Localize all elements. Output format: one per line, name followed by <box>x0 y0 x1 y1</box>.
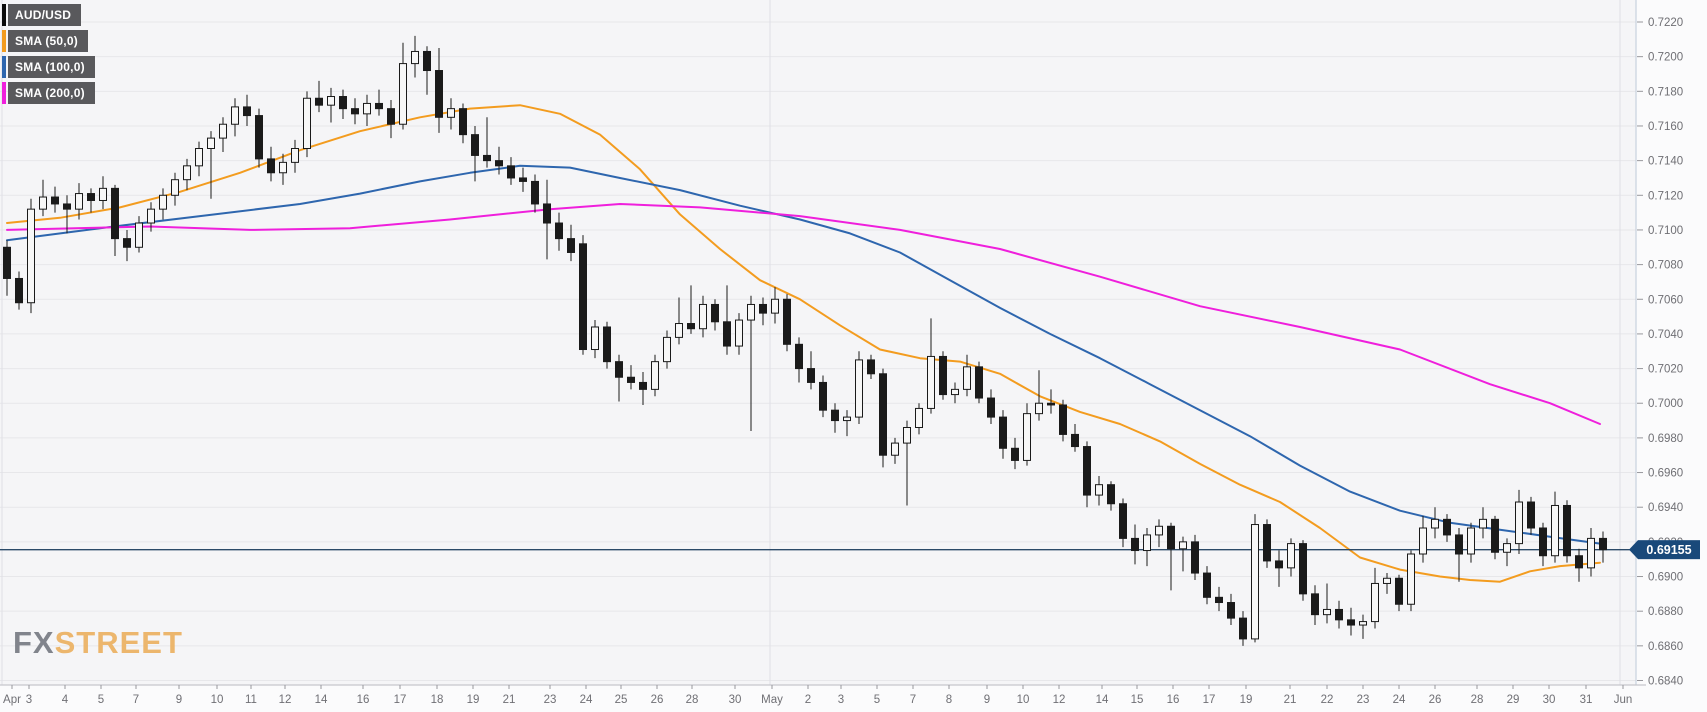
svg-text:26: 26 <box>1429 694 1442 706</box>
svg-text:17: 17 <box>1203 694 1216 706</box>
sma50-line <box>6 104 1601 583</box>
watermark-fx-text: FX <box>13 625 55 660</box>
svg-text:0.69155: 0.69155 <box>1646 543 1691 557</box>
svg-text:3: 3 <box>838 694 844 706</box>
sma50-label: SMA (50,0) <box>8 30 88 52</box>
svg-text:5: 5 <box>98 694 104 706</box>
svg-text:14: 14 <box>1096 694 1109 706</box>
svg-text:0.7080: 0.7080 <box>1648 260 1683 272</box>
svg-text:30: 30 <box>1543 694 1556 706</box>
svg-text:12: 12 <box>1053 694 1066 706</box>
svg-text:26: 26 <box>651 694 664 706</box>
svg-text:0.7020: 0.7020 <box>1648 364 1683 376</box>
sma200-color-bar <box>2 82 6 104</box>
svg-text:16: 16 <box>357 694 370 706</box>
svg-text:22: 22 <box>1321 694 1334 706</box>
sma100-color-bar <box>2 56 6 78</box>
svg-text:11: 11 <box>245 694 257 706</box>
y-axis-labels: 0.7220 0.7200 0.7180 0.7160 0.7140 0.7120 0.71… <box>1637 17 1683 688</box>
svg-text:7: 7 <box>910 694 916 706</box>
svg-text:0.7220: 0.7220 <box>1648 17 1683 29</box>
candles-layer <box>3 35 1607 646</box>
svg-text:4: 4 <box>62 694 69 706</box>
svg-text:16: 16 <box>1167 694 1180 706</box>
svg-text:23: 23 <box>1357 694 1370 706</box>
svg-text:9: 9 <box>176 694 182 706</box>
svg-text:0.6860: 0.6860 <box>1648 641 1683 653</box>
fxstreet-watermark-logo: FXSTREET <box>13 627 183 658</box>
svg-text:30: 30 <box>729 694 742 706</box>
svg-text:15: 15 <box>1131 694 1144 706</box>
svg-text:0.7060: 0.7060 <box>1648 294 1683 306</box>
svg-text:10: 10 <box>211 694 224 706</box>
svg-text:0.6940: 0.6940 <box>1648 502 1683 514</box>
svg-text:0.7200: 0.7200 <box>1648 52 1683 64</box>
svg-text:0.6840: 0.6840 <box>1648 676 1683 688</box>
svg-text:0.6960: 0.6960 <box>1648 468 1683 480</box>
svg-text:0.6880: 0.6880 <box>1648 606 1683 618</box>
svg-text:8: 8 <box>946 694 952 706</box>
svg-text:24: 24 <box>1393 694 1406 706</box>
svg-text:0.6980: 0.6980 <box>1648 433 1683 445</box>
svg-text:14: 14 <box>315 694 328 706</box>
svg-text:0.7120: 0.7120 <box>1648 190 1683 202</box>
watermark-street-text: STREET <box>54 625 183 660</box>
legend-sma200-badge[interactable]: SMA (200,0) <box>2 82 95 104</box>
svg-text:7: 7 <box>133 694 139 706</box>
svg-text:0.7180: 0.7180 <box>1648 86 1683 98</box>
current-price-badge: 0.69155 <box>1629 540 1700 560</box>
chart-legend: AUD/USD SMA (50,0) SMA (100,0) SMA (200,… <box>2 4 95 104</box>
sma100-line <box>6 164 1601 545</box>
svg-text:0.7000: 0.7000 <box>1648 398 1683 410</box>
svg-text:3: 3 <box>26 694 32 706</box>
sma50-color-bar <box>2 30 6 52</box>
svg-text:Jun: Jun <box>1614 694 1633 706</box>
symbol-color-bar <box>2 4 6 26</box>
svg-text:0.7040: 0.7040 <box>1648 329 1683 341</box>
svg-text:0.7160: 0.7160 <box>1648 121 1683 133</box>
svg-text:21: 21 <box>1284 694 1297 706</box>
plot-background <box>0 0 1636 685</box>
svg-text:0.7100: 0.7100 <box>1648 225 1683 237</box>
sma200-line <box>6 203 1601 425</box>
sma200-label: SMA (200,0) <box>8 82 95 104</box>
svg-text:0.7140: 0.7140 <box>1648 156 1683 168</box>
svg-text:Apr: Apr <box>3 694 21 706</box>
symbol-label: AUD/USD <box>8 4 82 26</box>
legend-sma50-badge[interactable]: SMA (50,0) <box>2 30 88 52</box>
svg-text:21: 21 <box>503 694 516 706</box>
svg-text:25: 25 <box>615 694 628 706</box>
svg-text:17: 17 <box>394 694 407 706</box>
svg-text:29: 29 <box>1507 694 1520 706</box>
svg-text:2: 2 <box>805 694 811 706</box>
svg-text:31: 31 <box>1580 694 1593 706</box>
symbol-badge[interactable]: AUD/USD <box>2 4 82 26</box>
svg-text:23: 23 <box>544 694 557 706</box>
svg-text:12: 12 <box>279 694 292 706</box>
svg-text:19: 19 <box>467 694 480 706</box>
svg-text:24: 24 <box>580 694 593 706</box>
svg-text:28: 28 <box>1471 694 1484 706</box>
svg-text:10: 10 <box>1017 694 1030 706</box>
sma100-label: SMA (100,0) <box>8 56 95 78</box>
svg-text:28: 28 <box>686 694 699 706</box>
svg-text:9: 9 <box>984 694 990 706</box>
svg-text:May: May <box>761 694 783 706</box>
svg-text:0.6900: 0.6900 <box>1648 572 1683 584</box>
x-axis-labels: Apr 3 4 5 7 9 10 11 12 14 16 17 18 19 21 23 24 25 26 28 30 Ma… <box>3 685 1632 706</box>
svg-text:19: 19 <box>1240 694 1253 706</box>
legend-sma100-badge[interactable]: SMA (100,0) <box>2 56 95 78</box>
svg-text:18: 18 <box>431 694 444 706</box>
svg-text:5: 5 <box>874 694 880 706</box>
